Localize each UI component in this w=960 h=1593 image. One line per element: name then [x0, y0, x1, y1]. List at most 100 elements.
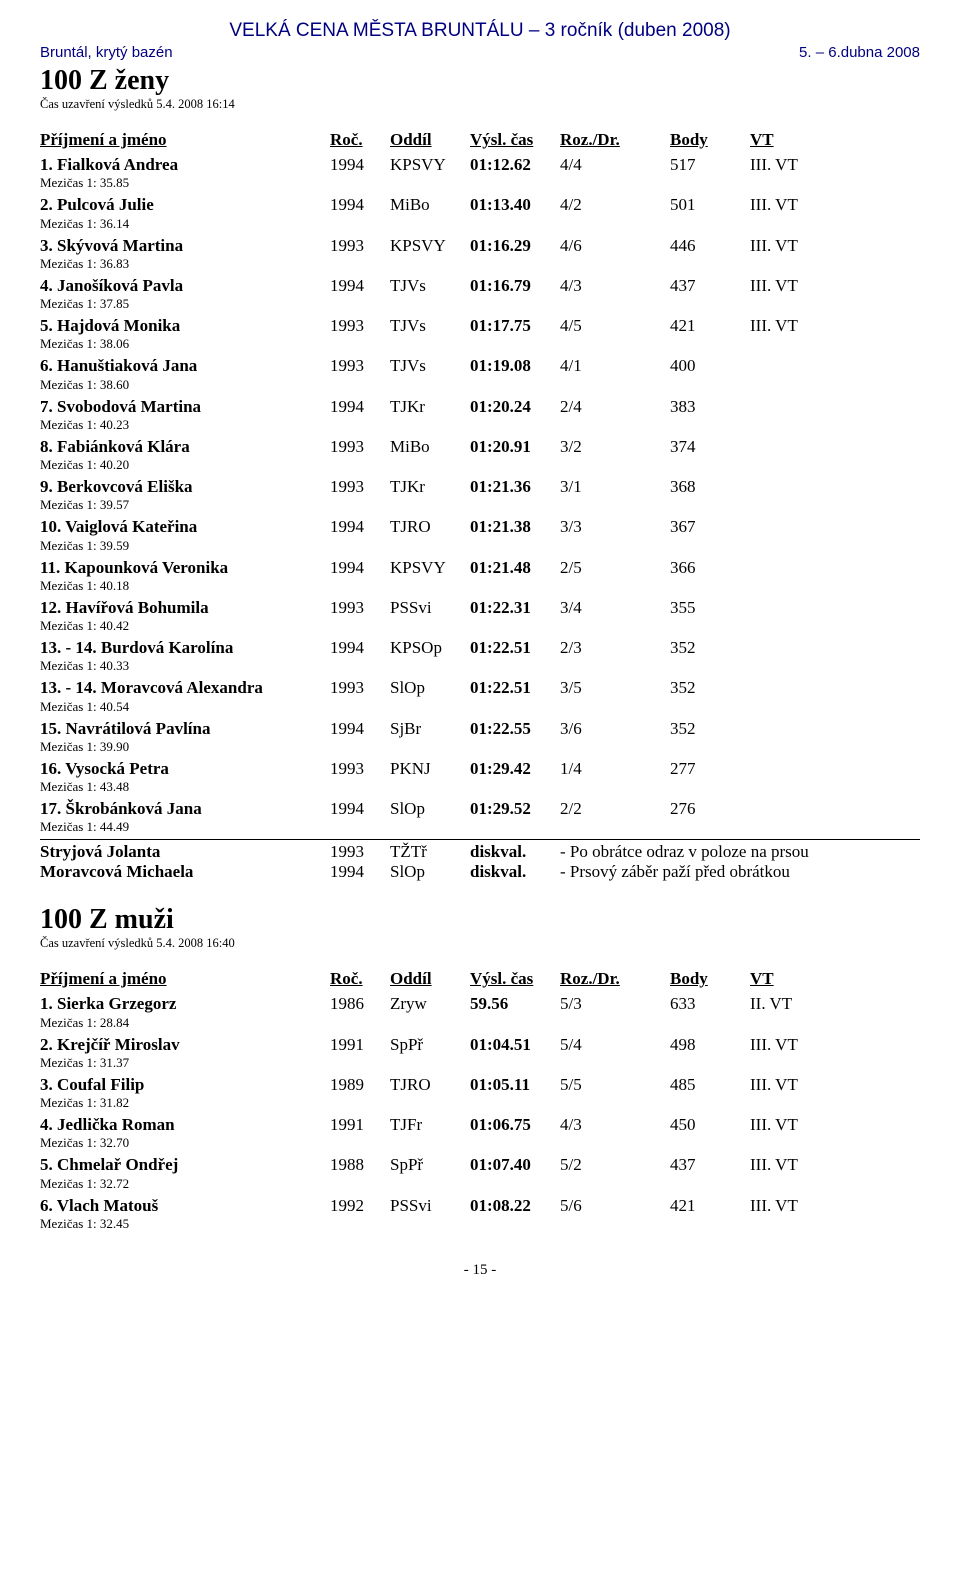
page-title: VELKÁ CENA MĚSTA BRUNTÁLU – 3 ročník (du…	[40, 20, 920, 42]
cell-club: KPSVY	[390, 235, 470, 256]
result-row: 5. Chmelař Ondřej1988SpPř01:07.405/2437I…	[40, 1154, 920, 1175]
cell-name: 2. Krejčíř Miroslav	[40, 1034, 330, 1055]
col-pts-header: Body	[670, 969, 750, 989]
date-label: 5. – 6.dubna 2008	[799, 44, 920, 61]
cell-time: 01:12.62	[470, 154, 560, 175]
cell-pts: 352	[670, 677, 750, 698]
cell-year: 1989	[330, 1074, 390, 1095]
cell-time: 01:08.22	[470, 1195, 560, 1216]
cell-club: TJKr	[390, 396, 470, 417]
col-heat-header: Roz./Dr.	[560, 969, 670, 989]
result-row: 13. - 14. Burdová Karolína1994KPSOp01:22…	[40, 637, 920, 658]
cell-pts: 446	[670, 235, 750, 256]
event1-results: 1. Fialková Andrea1994KPSVY01:12.624/451…	[40, 154, 920, 835]
cell-time: 01:22.51	[470, 637, 560, 658]
result-row: 1. Fialková Andrea1994KPSVY01:12.624/451…	[40, 154, 920, 175]
cell-year: 1988	[330, 1154, 390, 1175]
cell-club: TJRO	[390, 516, 470, 537]
cell-name: Moravcová Michaela	[40, 862, 330, 882]
cell-year: 1993	[330, 842, 390, 862]
cell-club: TJFr	[390, 1114, 470, 1135]
cell-club: TJVs	[390, 275, 470, 296]
cell-time: 01:22.31	[470, 597, 560, 618]
cell-club: SpPř	[390, 1154, 470, 1175]
cell-club: PKNJ	[390, 758, 470, 779]
column-header: Příjmení a jméno Roč. Oddíl Výsl. čas Ro…	[40, 969, 920, 989]
cell-time: 01:13.40	[470, 194, 560, 215]
split-time: Mezičas 1: 39.59	[40, 538, 920, 554]
cell-heat: 4/3	[560, 275, 670, 296]
result-row: 12. Havířová Bohumila1993PSSvi01:22.313/…	[40, 597, 920, 618]
cell-pts: 352	[670, 718, 750, 739]
cell-club: TJRO	[390, 1074, 470, 1095]
cell-vt	[750, 677, 830, 698]
cell-heat: 3/6	[560, 718, 670, 739]
cell-time: 01:21.36	[470, 476, 560, 497]
cell-heat: 5/3	[560, 993, 670, 1014]
cell-vt: III. VT	[750, 235, 830, 256]
result-row: 7. Svobodová Martina1994TJKr01:20.242/43…	[40, 396, 920, 417]
cell-name: 6. Hanuštiaková Jana	[40, 355, 330, 376]
cell-vt: III. VT	[750, 1195, 830, 1216]
col-time-header: Výsl. čas	[470, 969, 560, 989]
split-time: Mezičas 1: 32.72	[40, 1176, 920, 1192]
result-row: 17. Škrobánková Jana1994SlOp01:29.522/22…	[40, 798, 920, 819]
cell-year: 1993	[330, 315, 390, 336]
page-number: - 15 -	[40, 1262, 920, 1279]
cell-pts: 374	[670, 436, 750, 457]
cell-pts: 277	[670, 758, 750, 779]
cell-vt	[750, 718, 830, 739]
cell-year: 1992	[330, 1195, 390, 1216]
cell-name: 11. Kapounková Veronika	[40, 557, 330, 578]
cell-year: 1993	[330, 436, 390, 457]
cell-vt: III. VT	[750, 194, 830, 215]
split-time: Mezičas 1: 36.83	[40, 256, 920, 272]
cell-name: 1. Fialková Andrea	[40, 154, 330, 175]
cell-vt	[750, 355, 830, 376]
cell-club: Zryw	[390, 993, 470, 1014]
cell-year: 1994	[330, 637, 390, 658]
venue-label: Bruntál, krytý bazén	[40, 44, 173, 61]
col-club-header: Oddíl	[390, 969, 470, 989]
cell-year: 1993	[330, 476, 390, 497]
cell-pts: 367	[670, 516, 750, 537]
cell-name: 3. Coufal Filip	[40, 1074, 330, 1095]
cell-year: 1994	[330, 275, 390, 296]
cell-vt: III. VT	[750, 1114, 830, 1135]
split-time: Mezičas 1: 37.85	[40, 296, 920, 312]
cell-heat: 2/4	[560, 396, 670, 417]
cell-vt	[750, 557, 830, 578]
cell-year: 1994	[330, 557, 390, 578]
cell-pts: 501	[670, 194, 750, 215]
cell-vt	[750, 597, 830, 618]
cell-name: 4. Jedlička Roman	[40, 1114, 330, 1135]
cell-club: MiBo	[390, 436, 470, 457]
cell-vt: III. VT	[750, 275, 830, 296]
cell-name: 16. Vysocká Petra	[40, 758, 330, 779]
cell-club: TJVs	[390, 355, 470, 376]
cell-time: 01:07.40	[470, 1154, 560, 1175]
dq-row: Stryjová Jolanta1993TŽTřdiskval.- Po obr…	[40, 842, 920, 862]
cell-vt: II. VT	[750, 993, 830, 1014]
cell-club: SjBr	[390, 718, 470, 739]
cell-name: 6. Vlach Matouš	[40, 1195, 330, 1216]
cell-heat: 3/2	[560, 436, 670, 457]
cell-time: 01:19.08	[470, 355, 560, 376]
cell-vt	[750, 516, 830, 537]
cell-heat: 5/6	[560, 1195, 670, 1216]
page-subheader: Bruntál, krytý bazén 5. – 6.dubna 2008	[40, 44, 920, 61]
result-row: 13. - 14. Moravcová Alexandra1993SlOp01:…	[40, 677, 920, 698]
cell-club: KPSVY	[390, 557, 470, 578]
cell-club: SlOp	[390, 677, 470, 698]
cell-year: 1993	[330, 355, 390, 376]
result-row: 1. Sierka Grzegorz1986Zryw59.565/3633II.…	[40, 993, 920, 1014]
cell-name: 9. Berkovcová Eliška	[40, 476, 330, 497]
col-name-header: Příjmení a jméno	[40, 969, 330, 989]
cell-vt: III. VT	[750, 154, 830, 175]
cell-pts: 368	[670, 476, 750, 497]
cell-heat: 4/4	[560, 154, 670, 175]
cell-pts: 450	[670, 1114, 750, 1135]
split-time: Mezičas 1: 32.70	[40, 1135, 920, 1151]
cell-name: 15. Navrátilová Pavlína	[40, 718, 330, 739]
col-time-header: Výsl. čas	[470, 130, 560, 150]
